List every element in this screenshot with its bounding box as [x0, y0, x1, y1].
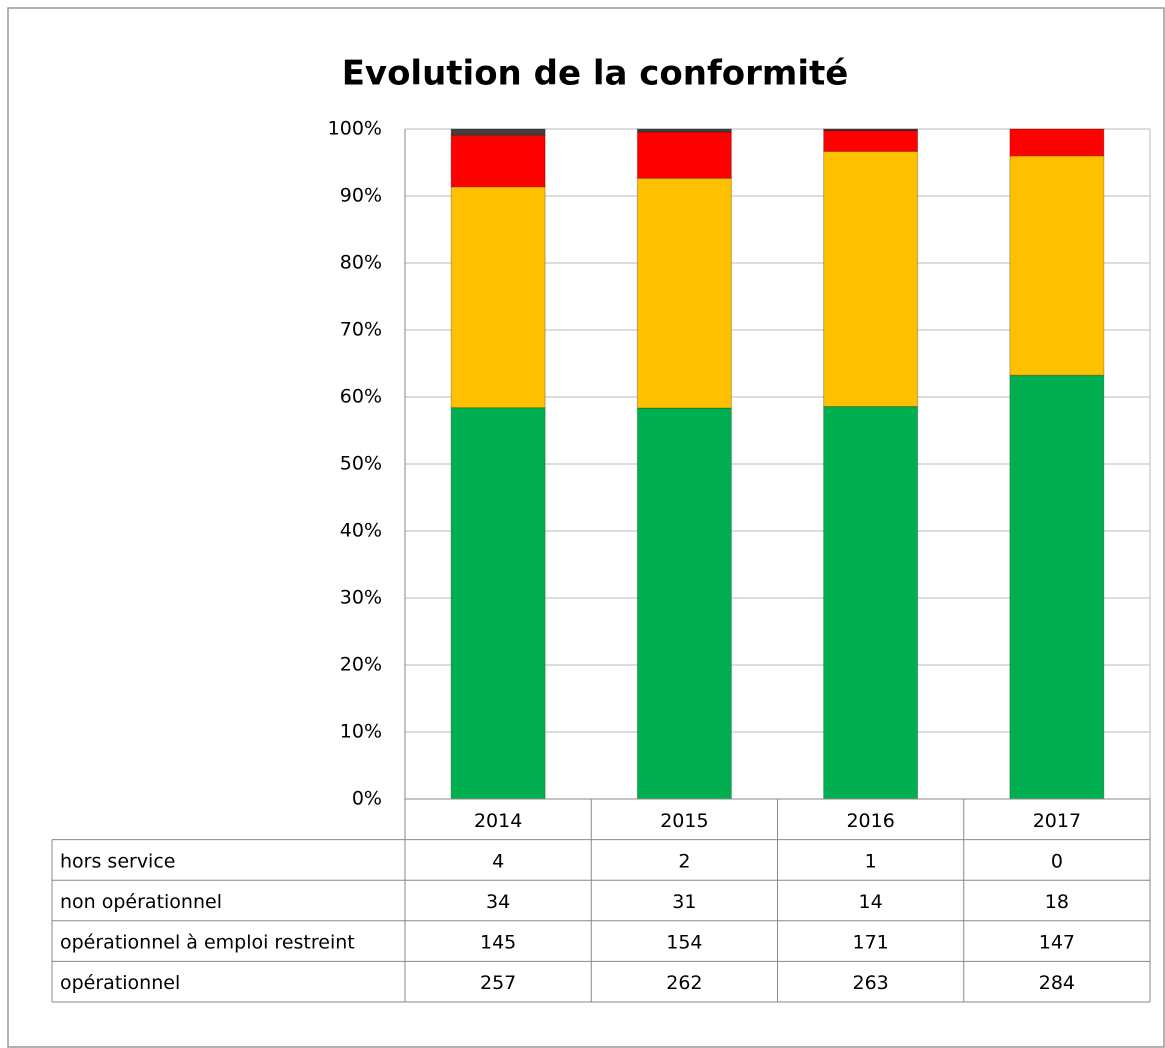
- table-value: 171: [852, 932, 888, 954]
- bar-segment: [636, 407, 732, 800]
- bar-segment: [450, 407, 546, 800]
- table-value: 147: [1039, 932, 1075, 954]
- table-value: 263: [852, 972, 888, 994]
- legend-label: opérationnel à emploi restreint: [60, 932, 355, 954]
- x-tick-label: 2017: [1033, 810, 1081, 832]
- table-value: 2: [678, 850, 690, 872]
- bar-segment: [1009, 374, 1105, 800]
- y-tick-label: 80%: [340, 252, 382, 274]
- legend-label: non opérationnel: [60, 891, 222, 913]
- table-value: 14: [859, 891, 883, 913]
- bar-segment: [1009, 155, 1105, 376]
- y-tick-label: 20%: [340, 654, 382, 676]
- y-tick-label: 90%: [340, 185, 382, 207]
- bar-segment: [450, 134, 546, 188]
- table-value: 284: [1039, 972, 1075, 994]
- x-tick-label: 2015: [660, 810, 708, 832]
- bar-segment: [823, 128, 919, 131]
- table-value: 0: [1051, 850, 1063, 872]
- bar-segment: [450, 128, 546, 136]
- table-value: 1: [865, 850, 877, 872]
- table-value: 31: [672, 891, 696, 913]
- bar-segment: [823, 150, 919, 408]
- table-value: 154: [666, 932, 702, 954]
- legend-label: opérationnel: [60, 972, 180, 994]
- frame: [7, 7, 1165, 1048]
- bar-segment: [823, 129, 919, 152]
- table-value: 4: [492, 850, 504, 872]
- y-tick-label: 10%: [340, 721, 382, 743]
- table-value: 257: [480, 972, 516, 994]
- y-tick-label: 0%: [352, 788, 382, 810]
- bar-segment: [636, 177, 732, 409]
- x-tick-label: 2014: [474, 810, 522, 832]
- table-value: 262: [666, 972, 702, 994]
- bar-segment: [823, 406, 919, 800]
- y-tick-label: 30%: [340, 587, 382, 609]
- bar-segment: [1009, 128, 1105, 157]
- chart-title: Evolution de la conformité: [342, 54, 849, 94]
- y-tick-label: 60%: [340, 386, 382, 408]
- table-value: 145: [480, 932, 516, 954]
- bar-segment: [636, 128, 732, 133]
- table-value: 34: [486, 891, 510, 913]
- y-tick-label: 50%: [340, 453, 382, 475]
- bar-segment: [636, 131, 732, 179]
- y-tick-label: 40%: [340, 520, 382, 542]
- y-tick-label: 70%: [340, 319, 382, 341]
- bar-segment: [450, 186, 546, 409]
- legend-label: hors service: [60, 850, 175, 872]
- y-tick-label: 100%: [328, 118, 382, 140]
- x-tick-label: 2016: [846, 810, 894, 832]
- table-value: 18: [1045, 891, 1069, 913]
